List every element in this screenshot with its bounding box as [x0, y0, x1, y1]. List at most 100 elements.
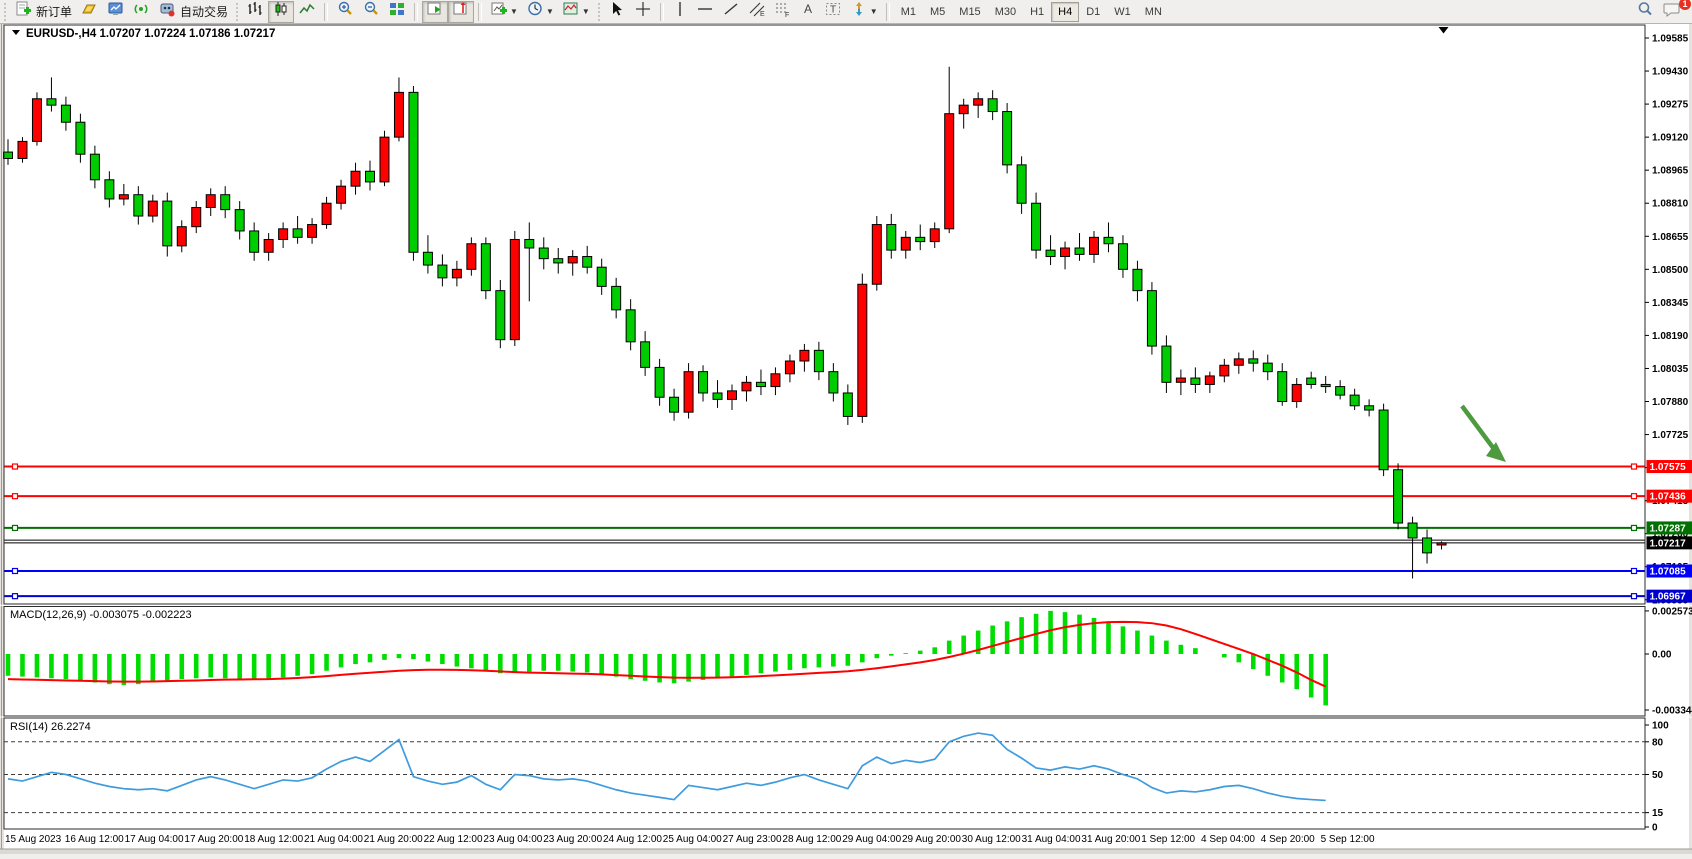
candle-body	[1278, 372, 1287, 402]
period-button[interactable]: ▼	[522, 1, 558, 23]
timeframe-M30[interactable]: M30	[988, 2, 1023, 22]
fibonacci-tool-button[interactable]: F	[770, 1, 796, 23]
candle-body	[626, 310, 635, 342]
candle-body	[366, 171, 375, 182]
date-label: 25 Aug 04:00	[663, 834, 722, 845]
price-label-text: 1.07217	[1650, 538, 1687, 549]
hline-anchor[interactable]	[1632, 594, 1637, 599]
toolbar-grip[interactable]	[234, 3, 240, 21]
equidistant-channel-tool-button[interactable]: E	[744, 1, 770, 23]
candle-body	[1249, 359, 1258, 363]
svg-text:T: T	[830, 5, 836, 16]
date-label: 21 Aug 04:00	[304, 834, 363, 845]
price-line-label: 1.07287	[1647, 521, 1692, 534]
fibonacci-icon: F	[774, 0, 792, 23]
notifications-button[interactable]: 1	[1658, 1, 1686, 23]
chevron-down-icon: ▼	[510, 7, 518, 16]
templates-button[interactable]: ▼	[558, 1, 594, 23]
indicators-button[interactable]: ▼	[486, 1, 522, 23]
candle-body	[47, 99, 56, 105]
trendline-icon	[722, 0, 740, 23]
price-tick-label: 1.09585	[1652, 34, 1689, 45]
timeframe-M1[interactable]: M1	[894, 2, 923, 22]
candlestick-mode-button[interactable]	[268, 1, 294, 23]
chart-canvas[interactable]: MACD(12,26,9) -0.003075 -0.002223RSI(14)…	[0, 24, 1692, 854]
timeframe-MN[interactable]: MN	[1138, 2, 1169, 22]
candle-body	[1046, 250, 1055, 256]
hline-anchor[interactable]	[13, 569, 18, 574]
candle	[1379, 404, 1388, 476]
new-order-button[interactable]: 新订单	[10, 1, 76, 23]
arrows-tool-button[interactable]: ▼	[846, 1, 882, 23]
depth-of-market-button[interactable]	[102, 1, 128, 23]
hline-anchor[interactable]	[13, 594, 18, 599]
candle-body	[394, 92, 403, 137]
macd-axis-label: -0.003344	[1652, 705, 1692, 716]
timeframe-M15[interactable]: M15	[952, 2, 987, 22]
candle-body	[510, 239, 519, 339]
date-label: 27 Aug 23:00	[723, 834, 782, 845]
text-label-icon: T	[824, 0, 842, 23]
horizontal-line-tool-button[interactable]	[692, 1, 718, 23]
auto-trading-button[interactable]: 自动交易	[154, 1, 232, 23]
date-label: 24 Aug 12:00	[603, 834, 662, 845]
toolbar-separator	[414, 3, 418, 21]
toolbar-grip[interactable]	[596, 3, 602, 21]
hline-anchor[interactable]	[13, 464, 18, 469]
candle-body	[670, 397, 679, 412]
candle-body	[785, 361, 794, 374]
timeframe-M5[interactable]: M5	[923, 2, 952, 22]
trendline-tool-button[interactable]	[718, 1, 744, 23]
line-chart-icon	[298, 0, 316, 23]
search-button[interactable]	[1632, 1, 1658, 23]
crosshair-icon	[634, 0, 652, 23]
candle-body	[32, 99, 41, 142]
gold-symbol-button[interactable]	[76, 1, 102, 23]
timeframe-W1[interactable]: W1	[1107, 2, 1138, 22]
candle	[858, 274, 867, 423]
text-label-tool-button[interactable]: T	[820, 1, 846, 23]
hline-anchor[interactable]	[1632, 494, 1637, 499]
candle-body	[1032, 203, 1041, 250]
cursor-tool-button[interactable]	[604, 1, 630, 23]
hline-anchor[interactable]	[13, 494, 18, 499]
toolbar: 新订单 自动交易	[0, 0, 1692, 24]
candle-body	[1263, 363, 1272, 372]
candle	[872, 216, 881, 291]
hline-anchor[interactable]	[13, 525, 18, 530]
timeframe-H4[interactable]: H4	[1051, 2, 1079, 22]
zoom-out-button[interactable]	[358, 1, 384, 23]
signals-button[interactable]	[128, 1, 154, 23]
auto-scroll-button[interactable]	[422, 1, 448, 23]
auto-scroll-icon	[426, 0, 444, 23]
hline-anchor[interactable]	[1632, 464, 1637, 469]
date-label: 15 Aug 2023	[5, 834, 62, 845]
vertical-line-tool-button[interactable]	[668, 1, 692, 23]
gold-icon	[80, 0, 98, 23]
candle-body	[1350, 395, 1359, 406]
tile-windows-button[interactable]	[384, 1, 410, 23]
candle-body	[163, 201, 172, 246]
toolbar-separator	[324, 3, 328, 21]
candle-body	[728, 391, 737, 400]
timeframe-H1[interactable]: H1	[1023, 2, 1051, 22]
hline-anchor[interactable]	[1632, 569, 1637, 574]
channel-icon: E	[748, 0, 766, 23]
price-label-text: 1.07575	[1650, 462, 1687, 473]
hline-anchor[interactable]	[1632, 525, 1637, 530]
price-line-label: 1.07217	[1647, 536, 1692, 549]
bar-chart-mode-button[interactable]	[242, 1, 268, 23]
candle-body	[1061, 248, 1070, 257]
candle-body	[1075, 248, 1084, 254]
price-tick-label: 1.09275	[1652, 100, 1689, 111]
toolbar-grip[interactable]	[2, 3, 8, 21]
text-tool-button[interactable]: A	[796, 1, 820, 23]
chart-shift-button[interactable]	[448, 1, 474, 23]
chevron-down-icon: ▼	[870, 7, 878, 16]
timeframe-D1[interactable]: D1	[1079, 2, 1107, 22]
crosshair-tool-button[interactable]	[630, 1, 656, 23]
zoom-in-button[interactable]	[332, 1, 358, 23]
line-chart-mode-button[interactable]	[294, 1, 320, 23]
